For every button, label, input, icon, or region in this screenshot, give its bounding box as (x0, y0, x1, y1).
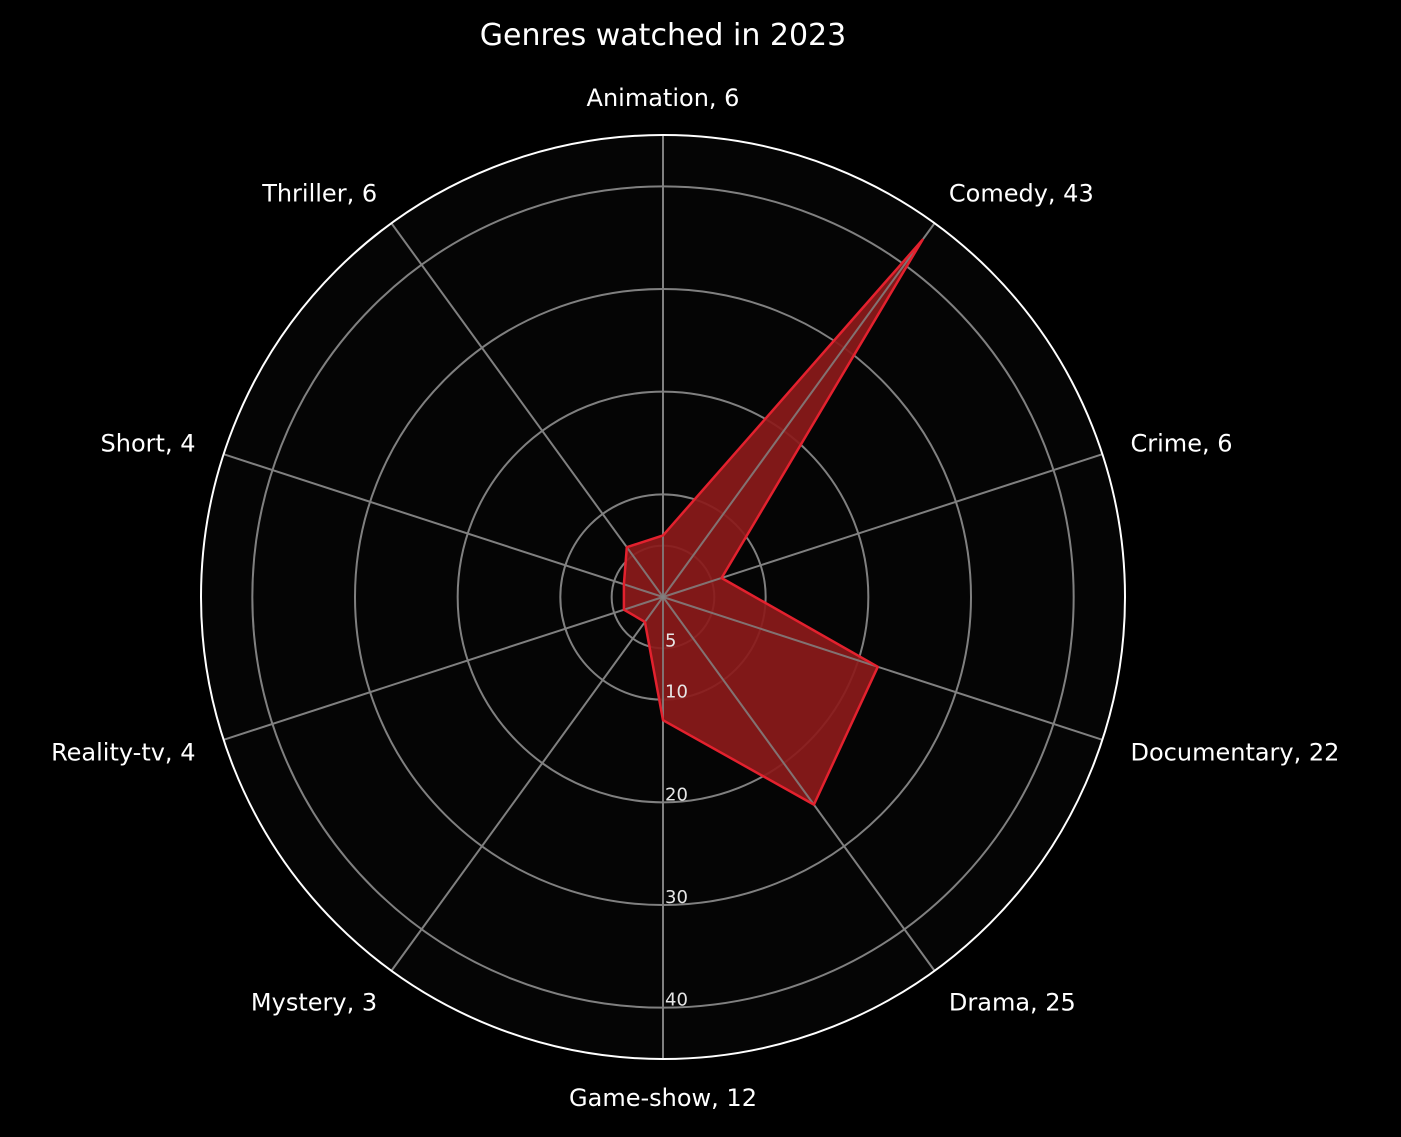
value-spoke-drama (662, 596, 815, 806)
category-label-crime: Crime, 6 (1131, 429, 1233, 457)
grid-spoke-mystery (390, 596, 664, 972)
value-spoke-thriller (625, 546, 664, 598)
chart-title: Genres watched in 2023 (480, 18, 846, 53)
radial-tick-labels: 5 10 20 30 40 (665, 630, 688, 1010)
radial-tick-label-30: 30 (665, 887, 688, 908)
radial-tick-label-10: 10 (665, 682, 688, 703)
value-spoke-short (623, 583, 664, 598)
category-label-short: Short, 4 (101, 429, 196, 457)
grid-spoke-short (223, 453, 664, 598)
category-label-comedy: Comedy, 43 (949, 179, 1094, 207)
value-spoke-comedy (662, 239, 924, 598)
category-label-reality-tv: Reality-tv, 4 (51, 739, 195, 767)
category-label-animation: Animation, 6 (587, 84, 740, 112)
category-labels: Animation, 6 Comedy, 43 Crime, 6 Documentar… (51, 84, 1339, 1112)
radial-tick-label-40: 40 (665, 990, 688, 1011)
series-outline (622, 238, 924, 806)
series-layer (622, 238, 924, 806)
grid-spoke-reality-tv (223, 596, 664, 741)
category-label-mystery: Mystery, 3 (251, 989, 377, 1017)
series-area (623, 239, 923, 805)
category-label-game-show: Game-show, 12 (569, 1084, 757, 1112)
plot-frame (200, 134, 1126, 1060)
value-spoke-mystery (644, 596, 664, 623)
grid-spoke-thriller (390, 222, 664, 598)
outer-frame (200, 134, 1126, 1060)
category-label-thriller: Thriller, 6 (261, 179, 377, 207)
value-spoke-documentary (662, 596, 879, 668)
value-spoke-crime (662, 577, 722, 598)
category-label-drama: Drama, 25 (949, 989, 1076, 1017)
category-label-documentary: Documentary, 22 (1131, 739, 1340, 767)
radial-tick-label-20: 20 (665, 784, 688, 805)
value-spoke-reality-tv (623, 596, 664, 611)
radial-tick-label-5: 5 (665, 630, 676, 651)
grid-spoke-crime (662, 453, 1103, 598)
